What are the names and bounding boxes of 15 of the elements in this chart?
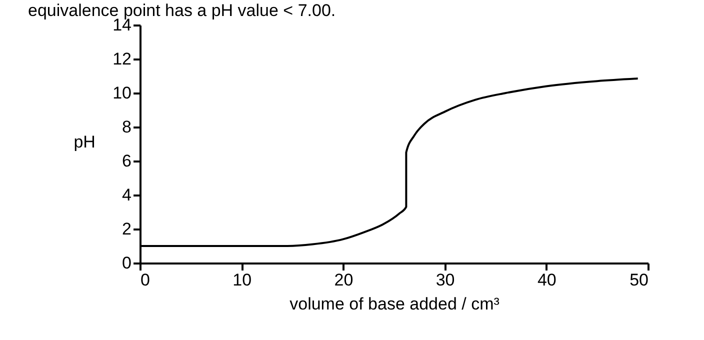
y-axis-title: pH	[74, 132, 96, 152]
x-tick-label: 40	[537, 270, 556, 290]
y-tick-label: 4	[122, 186, 132, 204]
x-tick-label: 20	[334, 270, 354, 290]
y-tick-label: 2	[122, 220, 132, 238]
y-tick-label: 6	[122, 152, 132, 170]
x-tick-label: 10	[232, 270, 252, 290]
x-tick-label: 50	[630, 270, 648, 290]
y-tick-label: 8	[122, 118, 132, 136]
y-tick-label: 12	[112, 50, 132, 68]
x-tick-label: 30	[436, 270, 455, 290]
x-axis-title: volume of base added / cm³	[290, 294, 500, 314]
y-tick-label: 10	[112, 84, 132, 102]
y-tick-label: 0	[122, 254, 132, 272]
x-tick-label: 0	[140, 270, 150, 290]
